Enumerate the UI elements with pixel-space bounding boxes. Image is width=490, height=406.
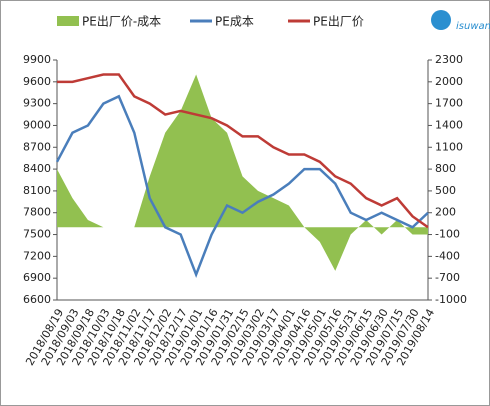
y-tick-label: 8400	[23, 162, 51, 175]
y2-tick-label: 500	[435, 184, 456, 197]
y-tick-label: 9300	[23, 97, 51, 110]
area	[57, 74, 428, 271]
legend-label: PE成本	[215, 15, 254, 29]
y2-tick-label: 1400	[435, 118, 463, 131]
legend-swatch	[57, 16, 79, 26]
y-tick-label: 9600	[23, 75, 51, 88]
y2-tick-label: 2300	[435, 53, 463, 66]
y-tick-label: 8700	[23, 140, 51, 153]
y-tick-label: 6900	[23, 271, 51, 284]
line	[55, 94, 429, 279]
y2-tick-label: 1700	[435, 97, 463, 110]
logo-icon	[431, 10, 451, 30]
y2-tick-label: -400	[435, 249, 460, 262]
y2-tick-label: 800	[435, 162, 456, 175]
y-tick-label: 8100	[23, 184, 51, 197]
y2-tick-label: 200	[435, 206, 456, 219]
legend-label: PE出厂价	[313, 15, 364, 29]
y2-tick-label: -700	[435, 271, 460, 284]
y-tick-label: 7800	[23, 206, 51, 219]
logo-text: isuwang	[456, 21, 490, 32]
y2-tick-label: 2000	[435, 75, 463, 88]
y-tick-label: 6600	[23, 293, 51, 306]
line	[57, 73, 429, 229]
y-tick-label: 7200	[23, 249, 51, 262]
y2-tick-label: 1100	[435, 140, 463, 153]
y-tick-label: 9900	[23, 53, 51, 66]
y2-tick-label: -1000	[435, 293, 467, 306]
y-tick-label: 7500	[23, 228, 51, 241]
y2-tick-label: -100	[435, 228, 460, 241]
y-tick-label: 9000	[23, 118, 51, 131]
legend-label: PE出厂价-成本	[82, 15, 161, 29]
